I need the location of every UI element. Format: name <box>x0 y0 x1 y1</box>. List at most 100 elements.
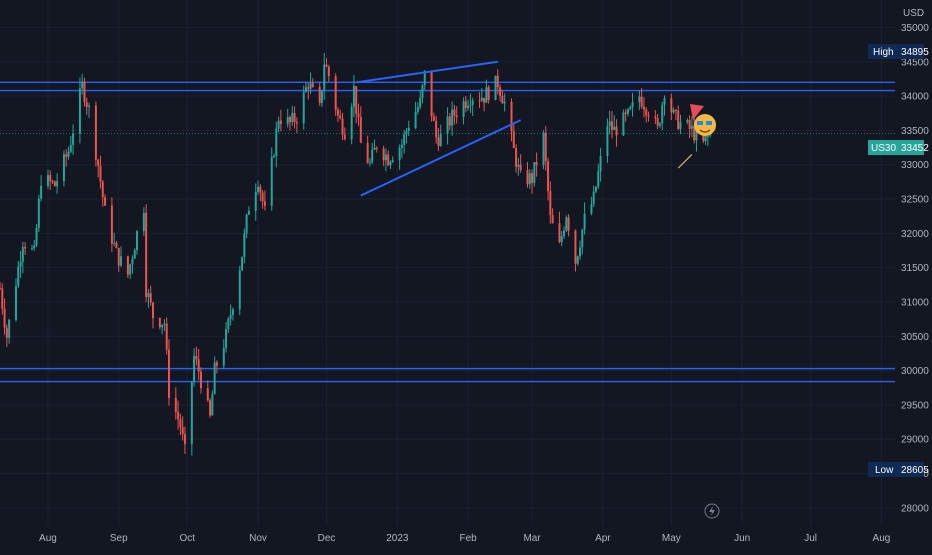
candle-body <box>419 97 422 108</box>
candle-body <box>590 204 593 214</box>
candle-body <box>279 120 282 125</box>
price-tick-label: 31500 <box>901 263 929 274</box>
candle-body <box>494 75 497 101</box>
time-tick-label: Aug <box>873 533 891 544</box>
candle-body <box>563 230 566 237</box>
price-tick-label: 31000 <box>901 297 929 308</box>
candle-body <box>211 394 214 416</box>
candle-body <box>136 231 139 251</box>
candle-body <box>295 121 298 124</box>
candle-body <box>227 318 230 330</box>
candle-body <box>455 115 458 118</box>
candle-body <box>432 116 435 121</box>
candle-body <box>62 154 65 182</box>
high-badge: High 34895 <box>868 44 929 59</box>
candle-body <box>528 173 531 185</box>
candle-body <box>478 100 481 102</box>
candle-body <box>400 144 403 148</box>
candle-body <box>368 162 371 164</box>
candle-body <box>145 212 148 298</box>
time-tick-label: Jul <box>804 533 817 544</box>
candle-body <box>67 151 70 157</box>
price-tick-label: 30000 <box>901 366 929 377</box>
candle-body <box>133 250 136 259</box>
candle-body <box>289 116 292 123</box>
candle-body <box>293 113 296 122</box>
trendline <box>677 153 693 169</box>
time-tick-label: Apr <box>595 533 611 544</box>
trendlines[interactable] <box>356 60 693 197</box>
candle-body <box>229 314 232 319</box>
candle-body <box>238 270 241 310</box>
price-tick-label: 32000 <box>901 229 929 240</box>
candle-body <box>88 105 91 107</box>
candle-body <box>334 76 337 110</box>
price-tick-label: 34500 <box>901 57 929 68</box>
price-tick-label: 29000 <box>901 435 929 446</box>
candle-body <box>339 115 342 119</box>
candle-body <box>462 101 465 118</box>
candle-body <box>608 121 611 127</box>
candle-body <box>81 81 84 89</box>
candle-body <box>446 116 449 134</box>
candle-body <box>366 142 369 163</box>
candle-body <box>560 236 563 242</box>
high-badge-value: 34895 <box>901 47 929 58</box>
candlesticks <box>0 53 712 456</box>
emoji-sticker-icon[interactable] <box>690 104 716 136</box>
candle-body <box>654 116 657 119</box>
candle-body <box>647 115 650 117</box>
candle-body <box>592 191 595 205</box>
horizontal-levels[interactable] <box>0 81 895 383</box>
candle-body <box>658 123 661 126</box>
candle-body <box>624 112 627 114</box>
candle-body <box>24 246 27 249</box>
price-tick-label: 33500 <box>901 126 929 137</box>
current-badge-symbol: US30 <box>871 143 896 154</box>
candle-body <box>581 229 584 248</box>
time-tick-label: Nov <box>249 533 267 544</box>
candle-body <box>503 101 506 104</box>
candle-body <box>677 110 680 129</box>
candle-body <box>327 66 330 77</box>
candle-body <box>542 132 545 166</box>
candle-body <box>549 191 552 216</box>
candle-body <box>273 156 276 158</box>
candle-body <box>565 217 568 231</box>
candle-body <box>485 87 488 103</box>
candle-body <box>357 113 360 117</box>
price-tick-label: 35000 <box>901 23 929 34</box>
candle-body <box>382 148 385 161</box>
candle-body <box>49 175 52 182</box>
candle-body <box>341 118 344 135</box>
candle-body <box>177 411 180 420</box>
candle-body <box>686 120 689 123</box>
candle-body <box>371 149 374 163</box>
currency-label: USD <box>903 8 924 19</box>
candle-body <box>416 107 419 112</box>
candle-body <box>254 191 257 211</box>
candle-body <box>110 205 113 244</box>
candle-body <box>206 388 209 401</box>
candle-body <box>199 371 202 389</box>
candle-body <box>599 156 602 172</box>
candle-body <box>638 96 641 103</box>
candle-body <box>94 105 97 160</box>
lightning-icon[interactable] <box>704 503 720 519</box>
candle-body <box>46 175 49 186</box>
candle-body <box>480 97 483 101</box>
candle-body <box>464 101 467 108</box>
price-axis-panel[interactable] <box>895 0 932 525</box>
candle-body <box>430 70 433 117</box>
price-tick-label: 30500 <box>901 332 929 343</box>
price-tick-label: 29500 <box>901 400 929 411</box>
candle-body <box>403 134 406 145</box>
candle-body <box>391 160 394 162</box>
price-tick-label: 32500 <box>901 195 929 206</box>
candle-body <box>355 86 358 114</box>
candle-body <box>375 147 378 149</box>
candle-body <box>688 120 691 129</box>
candle-body <box>467 105 470 108</box>
